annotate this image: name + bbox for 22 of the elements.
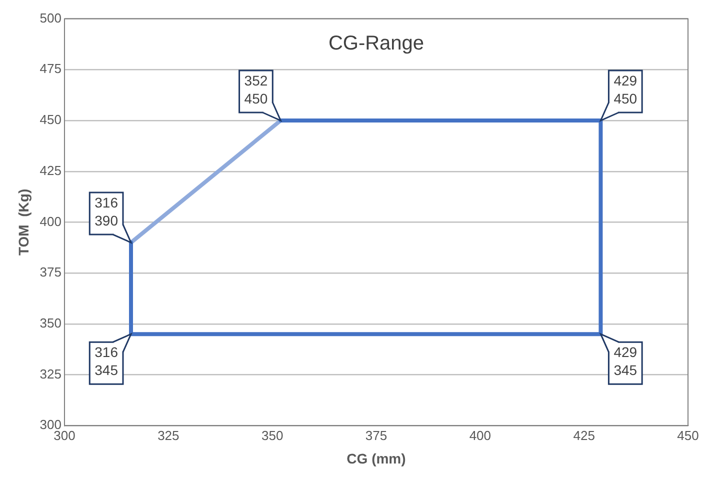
y-tick-label: 350 xyxy=(40,315,62,330)
x-tick-label: 375 xyxy=(365,428,388,443)
annotation: 316 390 xyxy=(94,194,118,228)
annotation: 429 345 xyxy=(614,344,638,378)
x-tick-label: 350 xyxy=(261,428,284,443)
y-tick-label: 475 xyxy=(40,61,62,76)
annotation: 352 450 xyxy=(244,72,268,106)
y-axis-title: TOM (Kg) xyxy=(15,188,32,256)
y-tick-label: 400 xyxy=(40,214,62,229)
y-tick-label: 500 xyxy=(40,10,62,26)
x-tick-label: 325 xyxy=(158,428,180,443)
y-tick-label: 375 xyxy=(40,264,62,280)
x-tick-label: 425 xyxy=(573,428,595,443)
x-tick-label: 400 xyxy=(469,428,492,443)
text: CG-Range xyxy=(328,32,424,55)
x-axis-title: CG (mm) xyxy=(346,450,406,466)
y-tick-label: 425 xyxy=(40,162,62,178)
y-tick-label: 450 xyxy=(40,112,62,128)
x-tick-label: 450 xyxy=(677,428,699,443)
annotation: 429 450 xyxy=(614,72,638,106)
y-tick-label: 325 xyxy=(40,366,62,382)
annotation: 316 345 xyxy=(94,344,118,378)
